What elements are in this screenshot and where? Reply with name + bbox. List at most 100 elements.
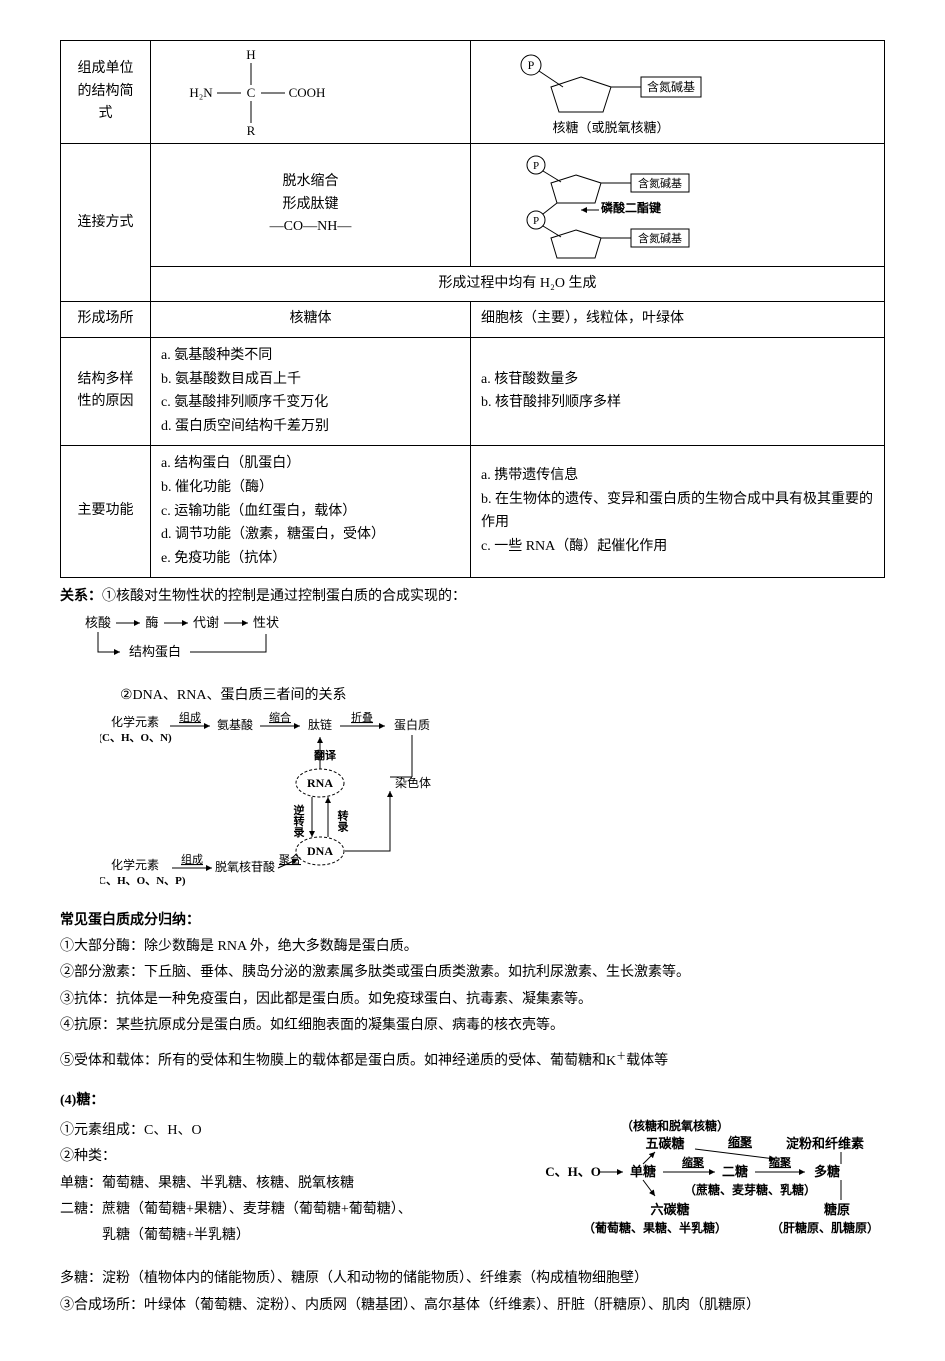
svg-text:缩聚: 缩聚 [728, 1134, 753, 1149]
svg-text:性状: 性状 [253, 615, 279, 630]
nucleotide-structure-cell: P 含氮碱基 核糖（或脱氧核糖） [471, 41, 885, 144]
nucleic-function-cell: a. 携带遗传信息 b. 在生物体的遗传、变异和蛋白质的生物合成中具有极其重要的… [471, 445, 885, 577]
svg-text:折叠: 折叠 [351, 711, 373, 724]
row-label-diversity: 结构多样性的原因 [61, 337, 151, 445]
sugar-p4b: 乳糖（葡萄糖+半乳糖） [60, 1225, 533, 1247]
linkage-text-1: 脱水缩合 [161, 171, 460, 193]
peptide-bond-cell: 脱水缩合 形成肽键 —CO—NH— [151, 144, 471, 267]
svg-text:五碳糖: 五碳糖 [645, 1136, 684, 1151]
protein-function-cell: a. 结构蛋白（肌蛋白） b. 催化功能（酶） c. 运输功能（血红蛋白，载体）… [151, 445, 471, 577]
comparison-table: 组成单位的结构简式 H H₂N C COOH R P [60, 40, 885, 578]
phosphodiester-cell: P 含氮碱基 磷酸二酯键 P 含氮碱基 [471, 144, 885, 267]
protein-p2: ②部分激素：下丘脑、垂体、胰岛分泌的激素属多肽类或蛋白质类激素。如抗利尿激素、生… [60, 962, 885, 984]
list-item: a. 氨基酸种类不同 [161, 344, 460, 368]
list-item: c. 运输功能（血红蛋白，载体） [161, 500, 460, 524]
list-item: b. 核苷酸排列顺序多样 [481, 391, 874, 415]
sugar-diagram: （核糖和脱氧核糖） 五碳糖 缩聚 淀粉和纤维素 C、H、O 单糖 缩聚 二糖 缩… [545, 1116, 885, 1256]
svg-text:缩聚: 缩聚 [769, 1155, 792, 1169]
relation-title: 关系： [60, 589, 102, 604]
k-plus: K＋ [606, 1054, 626, 1069]
list-item: d. 调节功能（激素，糖蛋白，受体） [161, 523, 460, 547]
svg-text:COOH: COOH [289, 85, 326, 100]
protein-diversity-cell: a. 氨基酸种类不同 b. 氨基酸数目成百上千 c. 氨基酸排列顺序千变万化 d… [151, 337, 471, 445]
sugar-p3: 单糖：葡萄糖、果糖、半乳糖、核糖、脱氧核糖 [60, 1173, 533, 1195]
svg-text:DNA: DNA [307, 844, 333, 858]
amino-acid-diagram: H H₂N C COOH R [161, 47, 341, 137]
svg-text:糖原: 糖原 [824, 1202, 850, 1217]
svg-text:蛋白质: 蛋白质 [394, 717, 430, 732]
list-item: d. 蛋白质空间结构千差万别 [161, 415, 460, 439]
svg-text:H₂N: H₂N [189, 85, 213, 100]
table-row: 连接方式 脱水缩合 形成肽键 —CO—NH— P 含氮碱基 磷酸二酯键 [61, 144, 885, 267]
list-item: c. 氨基酸排列顺序千变万化 [161, 391, 460, 415]
svg-text:组成: 组成 [179, 711, 201, 724]
flow2-svg: 化学元素 (C、H、O、N) 组成 氨基酸 缩合 肽链 折叠 蛋白质 翻译 RN… [100, 711, 520, 891]
list-item: c. 一些 RNA（酶）起催化作用 [481, 535, 874, 559]
svg-text:脱氧核苷酸: 脱氧核苷酸 [215, 859, 275, 874]
nucleus-cell: 细胞核（主要），线粒体，叶绿体 [471, 302, 885, 337]
flow1-svg: 核酸 酶 代谢 性状 结构蛋白 [80, 612, 400, 672]
svg-text:结构蛋白: 结构蛋白 [129, 644, 181, 659]
protein-p5: ⑤受体和载体：所有的受体和生物膜上的载体都是蛋白质。如神经递质的受体、葡萄糖和K… [60, 1049, 885, 1073]
sugar-text: ①元素组成：C、H、O ②种类： 单糖：葡萄糖、果糖、半乳糖、核糖、脱氧核糖 二… [60, 1116, 533, 1252]
relation-line2: ②DNA、RNA、蛋白质三者间的关系 [60, 685, 885, 707]
svg-text:多糖: 多糖 [814, 1164, 840, 1179]
svg-text:化学元素: 化学元素 [111, 714, 159, 729]
sugar-section: ①元素组成：C、H、O ②种类： 单糖：葡萄糖、果糖、半乳糖、核糖、脱氧核糖 二… [60, 1116, 885, 1264]
table-row: 形成场所 核糖体 细胞核（主要），线粒体，叶绿体 [61, 302, 885, 337]
svg-text:氨基酸: 氨基酸 [217, 717, 253, 732]
row-label-function: 主要功能 [61, 445, 151, 577]
svg-text:酶: 酶 [145, 615, 158, 630]
table-row: 结构多样性的原因 a. 氨基酸种类不同 b. 氨基酸数目成百上千 c. 氨基酸排… [61, 337, 885, 445]
sugar-p5: 多糖：淀粉（植物体内的储能物质）、糖原（人和动物的储能物质）、纤维素（构成植物细… [60, 1268, 885, 1290]
water-formation: 形成过程中均有 H₂O 生成 [151, 267, 885, 302]
protein-p5-a: ⑤受体和载体：所有的受体和生物膜上的载体都是蛋白质。如神经递质的受体、葡萄糖和 [60, 1054, 606, 1069]
svg-text:缩聚: 缩聚 [682, 1155, 705, 1169]
relation-heading: 关系：①核酸对生物性状的控制是通过控制蛋白质的合成实现的： [60, 586, 885, 608]
table-row: 主要功能 a. 结构蛋白（肌蛋白） b. 催化功能（酶） c. 运输功能（血红蛋… [61, 445, 885, 577]
svg-text:C: C [247, 85, 256, 100]
row-label-structure: 组成单位的结构简式 [61, 41, 151, 144]
svg-text:（蔗糖、麦芽糖、乳糖）: （蔗糖、麦芽糖、乳糖） [684, 1182, 816, 1197]
list-item: a. 携带遗传信息 [481, 464, 874, 488]
svg-text:逆转录: 逆转录 [292, 803, 305, 838]
svg-text:（葡萄糖、果糖、半乳糖）: （葡萄糖、果糖、半乳糖） [583, 1220, 727, 1235]
svg-text:淀粉和纤维素: 淀粉和纤维素 [786, 1136, 864, 1151]
protein-p4: ④抗原：某些抗原成分是蛋白质。如红细胞表面的凝集蛋白原、病毒的核衣壳等。 [60, 1015, 885, 1037]
ribosome-cell: 核糖体 [151, 302, 471, 337]
row-label-linkage: 连接方式 [61, 144, 151, 302]
flow-diagram-2: 化学元素 (C、H、O、N) 组成 氨基酸 缩合 肽链 折叠 蛋白质 翻译 RN… [100, 711, 885, 899]
svg-text:H: H [246, 47, 255, 62]
svg-text:R: R [247, 123, 256, 137]
list-item: a. 核苷酸数量多 [481, 368, 874, 392]
svg-text:六碳糖: 六碳糖 [650, 1202, 689, 1217]
svg-text:含氮碱基: 含氮碱基 [638, 176, 682, 190]
nucleic-diversity-cell: a. 核苷酸数量多 b. 核苷酸排列顺序多样 [471, 337, 885, 445]
sugar-title: (4)糖： [60, 1090, 885, 1112]
svg-text:RNA: RNA [307, 776, 333, 790]
sugar-p6: ③合成场所：叶绿体（葡萄糖、淀粉）、内质网（糖基团）、高尔基体（纤维素）、肝脏（… [60, 1295, 885, 1317]
row-label-location: 形成场所 [61, 302, 151, 337]
table-row: 组成单位的结构简式 H H₂N C COOH R P [61, 41, 885, 144]
protein-summary-title: 常见蛋白质成分归纳： [60, 910, 885, 932]
nucleotide-diagram: P 含氮碱基 核糖（或脱氧核糖） [481, 47, 741, 137]
list-item: a. 结构蛋白（肌蛋白） [161, 452, 460, 476]
svg-text:(C、H、O、N): (C、H、O、N) [100, 732, 172, 744]
svg-text:组成: 组成 [181, 852, 203, 866]
svg-text:转录: 转录 [336, 809, 349, 833]
svg-text:核酸: 核酸 [85, 615, 111, 630]
svg-text:缩合: 缩合 [269, 711, 291, 724]
svg-text:（肝糖原、肌糖原）: （肝糖原、肌糖原） [771, 1220, 879, 1235]
linkage-text-3: —CO—NH— [161, 216, 460, 238]
svg-text:（核糖和脱氧核糖）: （核糖和脱氧核糖） [621, 1118, 729, 1133]
list-item: b. 催化功能（酶） [161, 476, 460, 500]
svg-text:含氮碱基: 含氮碱基 [638, 231, 682, 245]
protein-p1: ①大部分酶：除少数酶是 RNA 外，绝大多数酶是蛋白质。 [60, 936, 885, 958]
svg-text:磷酸二酯键: 磷酸二酯键 [601, 200, 661, 215]
sugar-diagram-wrap: （核糖和脱氧核糖） 五碳糖 缩聚 淀粉和纤维素 C、H、O 单糖 缩聚 二糖 缩… [545, 1116, 885, 1264]
svg-text:翻译: 翻译 [314, 748, 337, 762]
amino-structure-cell: H H₂N C COOH R [151, 41, 471, 144]
svg-text:单糖: 单糖 [630, 1164, 656, 1179]
svg-text:化学元素: 化学元素 [111, 857, 159, 872]
table-row: 形成过程中均有 H₂O 生成 [61, 267, 885, 302]
